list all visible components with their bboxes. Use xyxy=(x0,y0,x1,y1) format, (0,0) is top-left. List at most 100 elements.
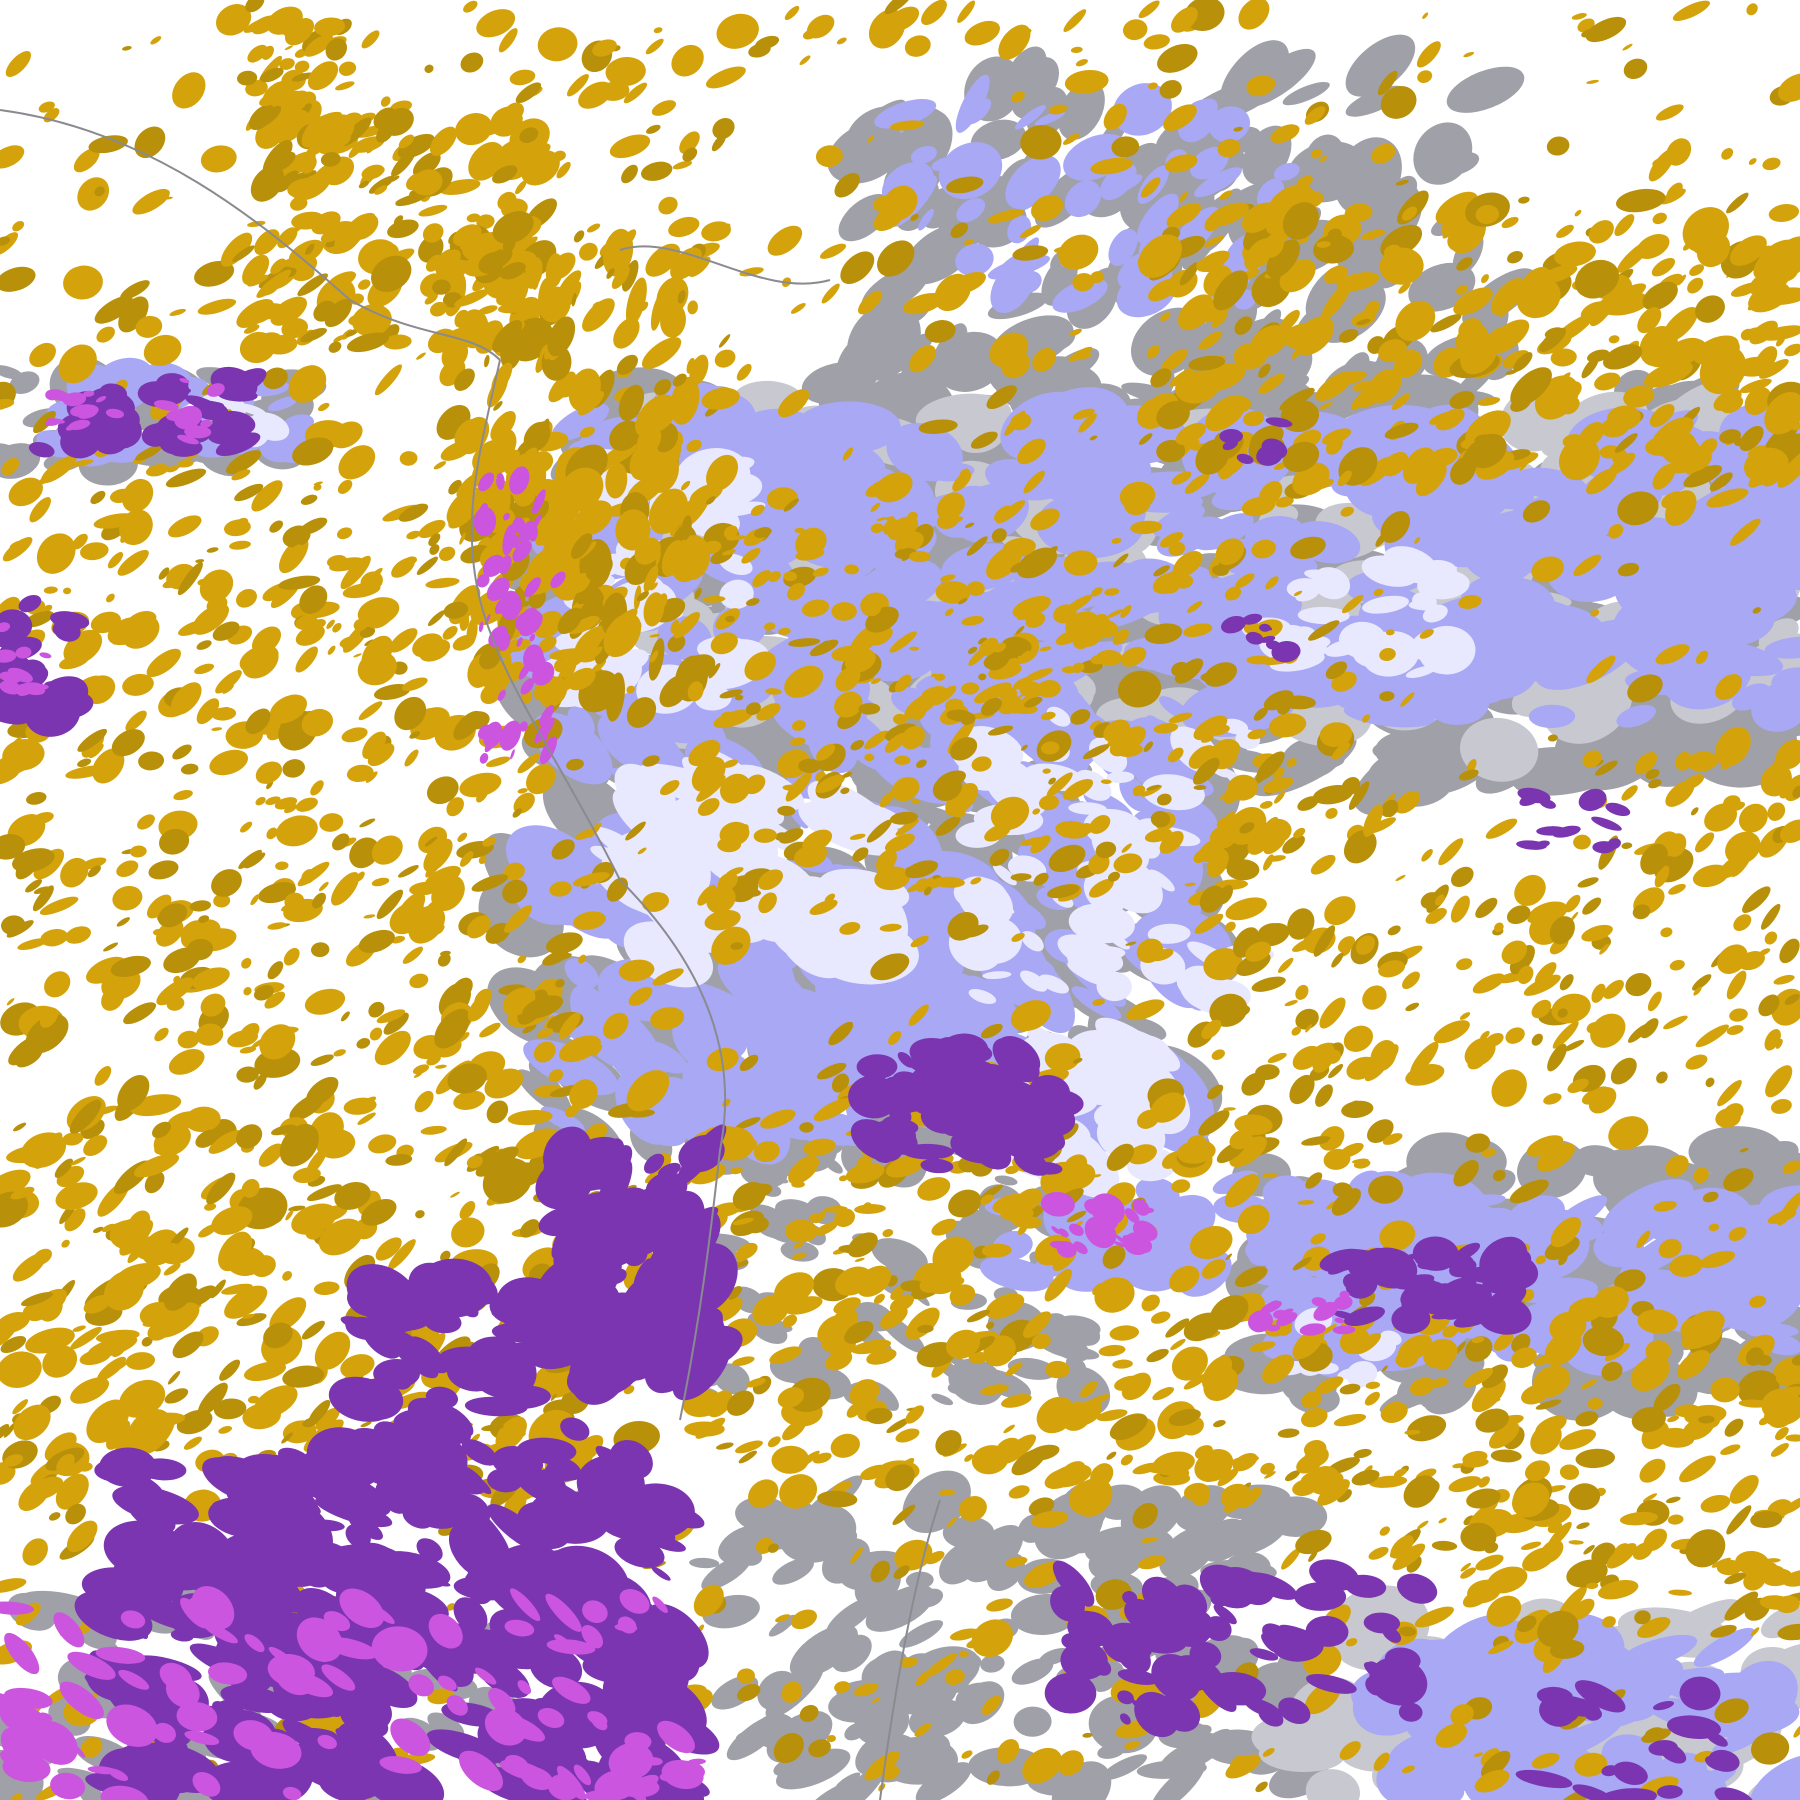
gold-patch xyxy=(211,727,223,731)
gold-patch xyxy=(484,354,490,368)
gold-patch xyxy=(486,1100,509,1124)
gold-patch xyxy=(310,780,324,796)
gold-patch xyxy=(132,188,170,215)
gold-patch xyxy=(61,1239,70,1248)
gold-patch xyxy=(1559,974,1574,991)
gold-patch xyxy=(327,645,336,655)
gold-patch xyxy=(409,973,429,989)
gold-patch xyxy=(645,38,664,55)
gold-patch xyxy=(1417,70,1433,83)
gold-patch xyxy=(2,537,33,562)
gold-patch xyxy=(621,164,638,184)
gray-patch xyxy=(946,1547,975,1573)
gold-patch xyxy=(450,1191,460,1198)
gold-patch xyxy=(582,298,615,332)
gold-patch xyxy=(416,556,439,575)
gold-patch xyxy=(1614,214,1635,237)
gold-patch xyxy=(219,1359,241,1381)
gold-patch xyxy=(790,302,806,314)
gold-patch xyxy=(1616,188,1666,213)
gold-patch xyxy=(1748,158,1757,165)
gold-patch xyxy=(236,588,257,608)
gray-patch xyxy=(1011,1658,1054,1685)
gold-patch xyxy=(103,942,119,952)
gold-patch xyxy=(909,550,931,563)
gold-patch xyxy=(1793,1722,1800,1738)
gray-patch xyxy=(823,1157,843,1174)
gold-patch xyxy=(668,216,700,238)
gold-patch xyxy=(1507,250,1523,264)
gold-patch xyxy=(1333,1413,1367,1427)
gold-patch xyxy=(125,1352,156,1370)
gold-patch xyxy=(40,929,69,947)
gold-patch xyxy=(369,1027,383,1041)
gold-patch xyxy=(77,177,110,211)
gold-patch xyxy=(218,1426,233,1434)
gold-patch xyxy=(72,1325,86,1332)
gray-patch xyxy=(1158,1741,1201,1773)
gold-patch xyxy=(687,300,698,315)
gray-patch xyxy=(836,1528,858,1546)
gold-patch xyxy=(137,814,155,830)
gold-patch xyxy=(784,5,800,21)
gold-patch xyxy=(172,72,206,109)
gray-patch xyxy=(1051,1761,1112,1800)
gold-patch xyxy=(1746,3,1758,16)
gold-patch xyxy=(0,1578,27,1593)
gold-patch xyxy=(336,527,353,540)
gold-patch xyxy=(705,66,746,89)
gold-patch xyxy=(167,515,202,538)
gray-patch xyxy=(856,1690,916,1723)
gold-patch xyxy=(821,283,840,304)
gray-patch xyxy=(711,1675,759,1710)
gray-patch xyxy=(1688,1126,1784,1178)
gray-patch xyxy=(931,1393,954,1406)
gold-patch xyxy=(180,763,199,775)
gold-patch xyxy=(243,986,252,996)
gold-patch xyxy=(1726,192,1749,214)
gold-patch xyxy=(183,1436,202,1450)
gold-patch xyxy=(154,1027,169,1042)
gold-patch xyxy=(359,818,376,828)
gray-patch xyxy=(1065,1318,1101,1346)
gold-patch xyxy=(1379,1526,1390,1536)
gray-patch xyxy=(871,1238,928,1274)
gray-patch xyxy=(1084,1527,1150,1565)
gold-patch xyxy=(1518,196,1530,204)
gold-patch xyxy=(1556,224,1574,238)
gold-patch xyxy=(267,922,287,930)
gold-patch xyxy=(96,326,115,343)
gold-patch xyxy=(36,533,76,574)
gray-patch xyxy=(966,339,993,376)
gray-patch xyxy=(905,1571,934,1589)
gold-patch xyxy=(420,1125,447,1135)
gold-patch xyxy=(799,55,811,66)
gold-patch xyxy=(1608,335,1620,344)
gray-patch xyxy=(928,323,968,386)
gold-patch xyxy=(337,479,353,494)
gold-patch xyxy=(1481,274,1489,284)
gold-patch xyxy=(904,35,931,57)
gray-patch xyxy=(1575,1145,1620,1170)
gold-patch xyxy=(609,134,651,159)
gold-patch xyxy=(486,756,511,768)
gold-patch xyxy=(284,45,293,51)
gold-patch xyxy=(425,577,460,589)
gold-patch xyxy=(134,126,166,159)
gold-patch xyxy=(819,243,847,259)
gold-patch xyxy=(404,749,419,767)
gold-patch xyxy=(12,221,25,232)
gold-patch xyxy=(123,1002,157,1025)
gold-patch xyxy=(122,46,132,51)
gold-patch xyxy=(129,845,147,858)
gold-patch xyxy=(304,988,346,1015)
gray-patch xyxy=(789,1624,858,1678)
gold-patch xyxy=(387,219,419,239)
gold-patch xyxy=(1623,58,1648,80)
gold-patch xyxy=(13,1122,27,1132)
gold-patch xyxy=(414,1090,434,1113)
gold-patch xyxy=(537,27,578,62)
gray-patch xyxy=(1097,1743,1125,1759)
gray-patch xyxy=(1037,325,1076,352)
gold-patch xyxy=(282,1270,293,1281)
